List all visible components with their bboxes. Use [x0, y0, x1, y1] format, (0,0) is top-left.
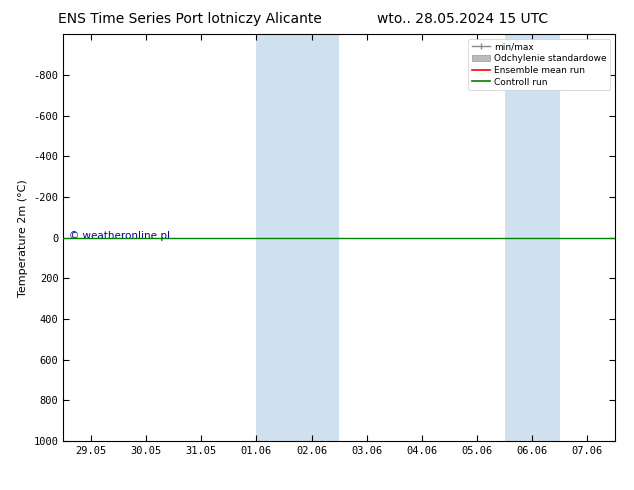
- Y-axis label: Temperature 2m (°C): Temperature 2m (°C): [18, 179, 28, 296]
- Text: wto.. 28.05.2024 15 UTC: wto.. 28.05.2024 15 UTC: [377, 12, 548, 26]
- Legend: min/max, Odchylenie standardowe, Ensemble mean run, Controll run: min/max, Odchylenie standardowe, Ensembl…: [468, 39, 611, 90]
- Bar: [505, 34, 560, 441]
- Text: © weatheronline.pl: © weatheronline.pl: [69, 231, 170, 241]
- Bar: [256, 34, 339, 441]
- Text: ENS Time Series Port lotniczy Alicante: ENS Time Series Port lotniczy Alicante: [58, 12, 322, 26]
